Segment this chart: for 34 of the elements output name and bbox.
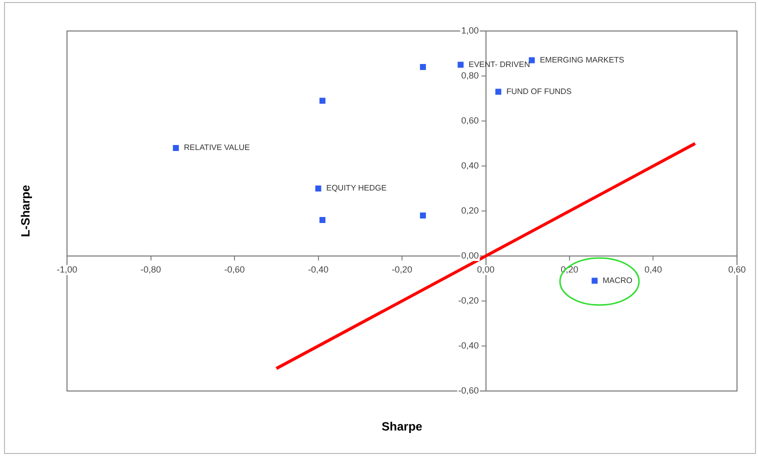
x-tick-label: 0,40 xyxy=(644,264,662,274)
point xyxy=(319,98,326,104)
y-tick-label: 0,80 xyxy=(461,70,479,80)
y-axis-title: L-Sharpe xyxy=(18,184,32,238)
x-tick-label: -0,20 xyxy=(392,264,412,274)
point xyxy=(319,217,326,223)
y-tick-label: -0,60 xyxy=(458,385,479,396)
annotation: FUND OF FUNDS xyxy=(506,86,572,96)
y-tick-label: -0,40 xyxy=(458,340,479,350)
annotation: MACRO xyxy=(602,276,632,285)
annotation: EQUITY HEDGE xyxy=(326,184,387,193)
point xyxy=(592,278,598,284)
y-tick-label: 0,20 xyxy=(461,205,479,216)
x-tick-label: -0,60 xyxy=(224,264,245,274)
point xyxy=(528,57,535,64)
y-tick-label: 1,00 xyxy=(461,25,479,36)
annotation: EMERGING MARKETS xyxy=(540,55,624,64)
x-tick-label: -1,00 xyxy=(56,264,78,274)
x-tick-label: -0,40 xyxy=(308,264,329,274)
x-tick-label: 0,60 xyxy=(728,264,746,274)
point xyxy=(495,88,502,95)
point xyxy=(315,186,322,192)
point xyxy=(420,64,426,70)
annotation: RELATIVE VALUE xyxy=(184,143,250,152)
y-tick-label: 0,40 xyxy=(461,160,479,170)
y-tick-label: 0,00 xyxy=(461,250,479,260)
y-tick-label: 0,60 xyxy=(461,115,479,126)
point xyxy=(172,145,179,151)
x-axis-title: Sharpe xyxy=(382,419,423,434)
point xyxy=(420,212,426,218)
x-tick-label: -0,80 xyxy=(140,264,162,274)
y-tick-label: -0,20 xyxy=(458,295,479,306)
x-tick-label: 0,00 xyxy=(476,264,495,274)
point xyxy=(458,62,464,68)
